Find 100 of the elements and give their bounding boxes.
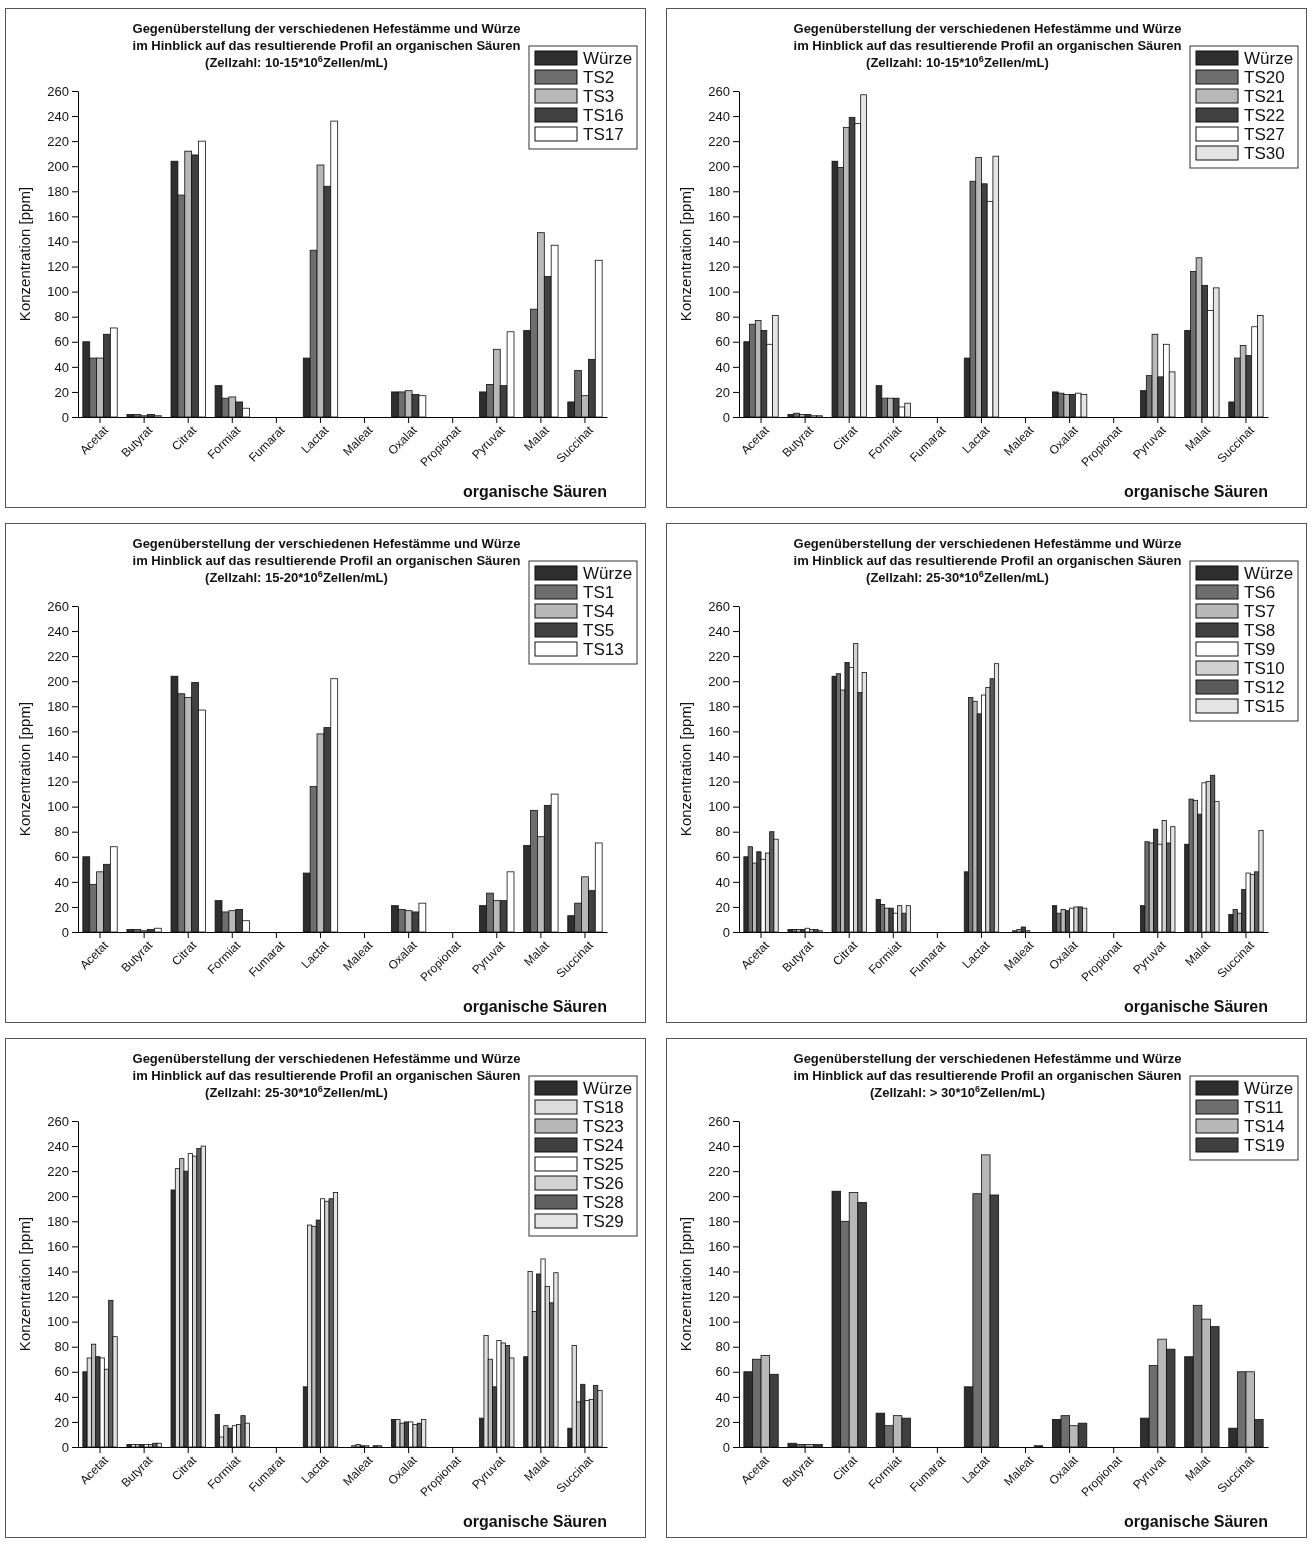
bar <box>804 927 810 933</box>
bar <box>861 672 867 933</box>
bar <box>1016 929 1022 933</box>
y-tick-label: 80 <box>715 309 730 325</box>
y-tick-label: 260 <box>708 598 730 614</box>
legend-label: Würze <box>1244 1079 1294 1098</box>
y-tick-label: 120 <box>708 259 730 275</box>
bar <box>527 1271 533 1448</box>
legend-label: TS24 <box>583 1136 624 1155</box>
chart-title: Gegenüberstellung der verschiedenen Hefestämme und Würze im Hinblick auf das resultierende Profil an organischen Säuren <box>132 21 521 53</box>
bar <box>1082 907 1088 933</box>
y-axis-title: Konzentration [ppm] <box>16 701 33 837</box>
legend-label: TS6 <box>1244 583 1276 602</box>
legend-label: Würze <box>583 564 633 583</box>
bar <box>787 929 793 933</box>
legend-label: TS18 <box>583 1098 624 1117</box>
y-tick-label: 140 <box>47 234 69 250</box>
y-tick-label: 60 <box>54 1364 69 1380</box>
y-tick-label: 40 <box>54 1389 69 1405</box>
bar <box>156 1442 162 1448</box>
bar <box>1258 830 1264 933</box>
chart-title: Gegenüberstellung der verschiedenen Hefestämme und Würze im Hinblick auf das resultierende Profil an organischen Säuren <box>793 1051 1182 1083</box>
y-tick-label: 240 <box>47 623 69 639</box>
y-tick-label: 100 <box>47 1314 69 1330</box>
y-tick-label: 180 <box>708 698 730 714</box>
chart-title: Gegenüberstellung der verschiedenen Hefestämme und Würze im Hinblick auf das resultierende Profil an organischen Säuren <box>793 536 1182 568</box>
y-tick-label: 180 <box>708 1213 730 1229</box>
y-tick-label: 0 <box>722 924 730 940</box>
chart-subtitle: (Zellzahl: 10-15*10$^{6}$Zellen/mL) <box>866 54 1049 70</box>
bar <box>1020 926 1026 933</box>
y-tick-label: 100 <box>708 1314 730 1330</box>
y-tick-label: 200 <box>708 673 730 689</box>
y-tick-label: 140 <box>708 234 730 250</box>
chart-subtitle: (Zellzahl: 25-30*10$^{6}$Zellen/mL) <box>866 569 1049 585</box>
bar <box>483 1335 489 1448</box>
y-axis-title: Konzentration [ppm] <box>16 1216 33 1352</box>
y-tick-label: 120 <box>47 259 69 275</box>
y-tick-label: 20 <box>54 899 69 915</box>
legend-label: TS22 <box>1244 106 1285 125</box>
bar <box>897 905 903 933</box>
legend-label: TS7 <box>1244 602 1276 621</box>
bar <box>800 929 806 933</box>
bar <box>99 1357 105 1448</box>
y-axis-title: Konzentration [ppm] <box>16 186 33 322</box>
y-tick-label: 120 <box>47 1289 69 1305</box>
bar <box>139 1444 145 1448</box>
y-tick-label: 160 <box>708 209 730 225</box>
legend-label: TS3 <box>583 87 615 106</box>
legend-label: TS26 <box>583 1174 624 1193</box>
y-tick-label: 20 <box>54 384 69 400</box>
bar <box>355 1444 361 1448</box>
y-tick-label: 120 <box>708 774 730 790</box>
y-tick-label: 180 <box>47 1213 69 1229</box>
legend-label: TS27 <box>1244 125 1285 144</box>
y-tick-label: 0 <box>61 1439 69 1455</box>
y-tick-label: 260 <box>708 1113 730 1129</box>
y-tick-label: 240 <box>708 1138 730 1154</box>
y-tick-label: 160 <box>708 1239 730 1255</box>
legend-label: TS12 <box>1244 678 1285 697</box>
y-tick-label: 200 <box>708 158 730 174</box>
legend-label: TS10 <box>1244 659 1285 678</box>
bar <box>1144 841 1150 933</box>
bar <box>227 1427 233 1448</box>
y-tick-label: 140 <box>708 749 730 765</box>
legend-label: TS21 <box>1244 87 1285 106</box>
bar <box>993 663 1000 933</box>
bar <box>1188 798 1194 933</box>
y-tick-label: 120 <box>47 774 69 790</box>
y-tick-label: 160 <box>708 724 730 740</box>
y-tick-label: 100 <box>708 284 730 300</box>
y-tick-label: 40 <box>54 359 69 375</box>
y-tick-label: 180 <box>47 183 69 199</box>
bar <box>399 1422 405 1448</box>
legend-label: TS9 <box>1244 640 1276 659</box>
y-tick-label: 140 <box>47 749 69 765</box>
bar <box>844 662 850 933</box>
bar <box>1060 909 1066 933</box>
y-axis-title: Konzentration [ppm] <box>677 1216 694 1352</box>
y-tick-label: 260 <box>47 598 69 614</box>
bar <box>421 1419 427 1448</box>
chart-subtitle: (Zellzahl: > 30*10$^{6}$Zellen/mL) <box>869 1084 1046 1100</box>
legend-label: TS11 <box>1244 1098 1284 1117</box>
chart-subtitle: (Zellzahl: 10-15*10$^{6}$Zellen/mL) <box>205 54 388 70</box>
y-tick-label: 240 <box>47 108 69 124</box>
bar <box>143 1444 149 1448</box>
y-tick-label: 0 <box>722 409 730 425</box>
legend-label: TS23 <box>583 1117 624 1136</box>
y-tick-label: 200 <box>47 158 69 174</box>
bar <box>888 907 894 933</box>
bar <box>905 905 911 933</box>
x-axis-title: organische Säuren <box>1123 483 1268 500</box>
x-axis-title: organische Säuren <box>1123 1513 1268 1530</box>
y-tick-label: 20 <box>715 899 730 915</box>
bar <box>1073 906 1079 933</box>
chart-title: Gegenüberstellung der verschiedenen Hefestämme und Würze im Hinblick auf das resultierende Profil an organischen Säuren <box>132 1051 521 1083</box>
legend-label: TS16 <box>583 106 624 125</box>
y-axis-title: Konzentration [ppm] <box>677 701 694 837</box>
y-tick-label: 160 <box>47 724 69 740</box>
y-tick-label: 0 <box>722 1439 730 1455</box>
bar <box>240 1415 246 1448</box>
